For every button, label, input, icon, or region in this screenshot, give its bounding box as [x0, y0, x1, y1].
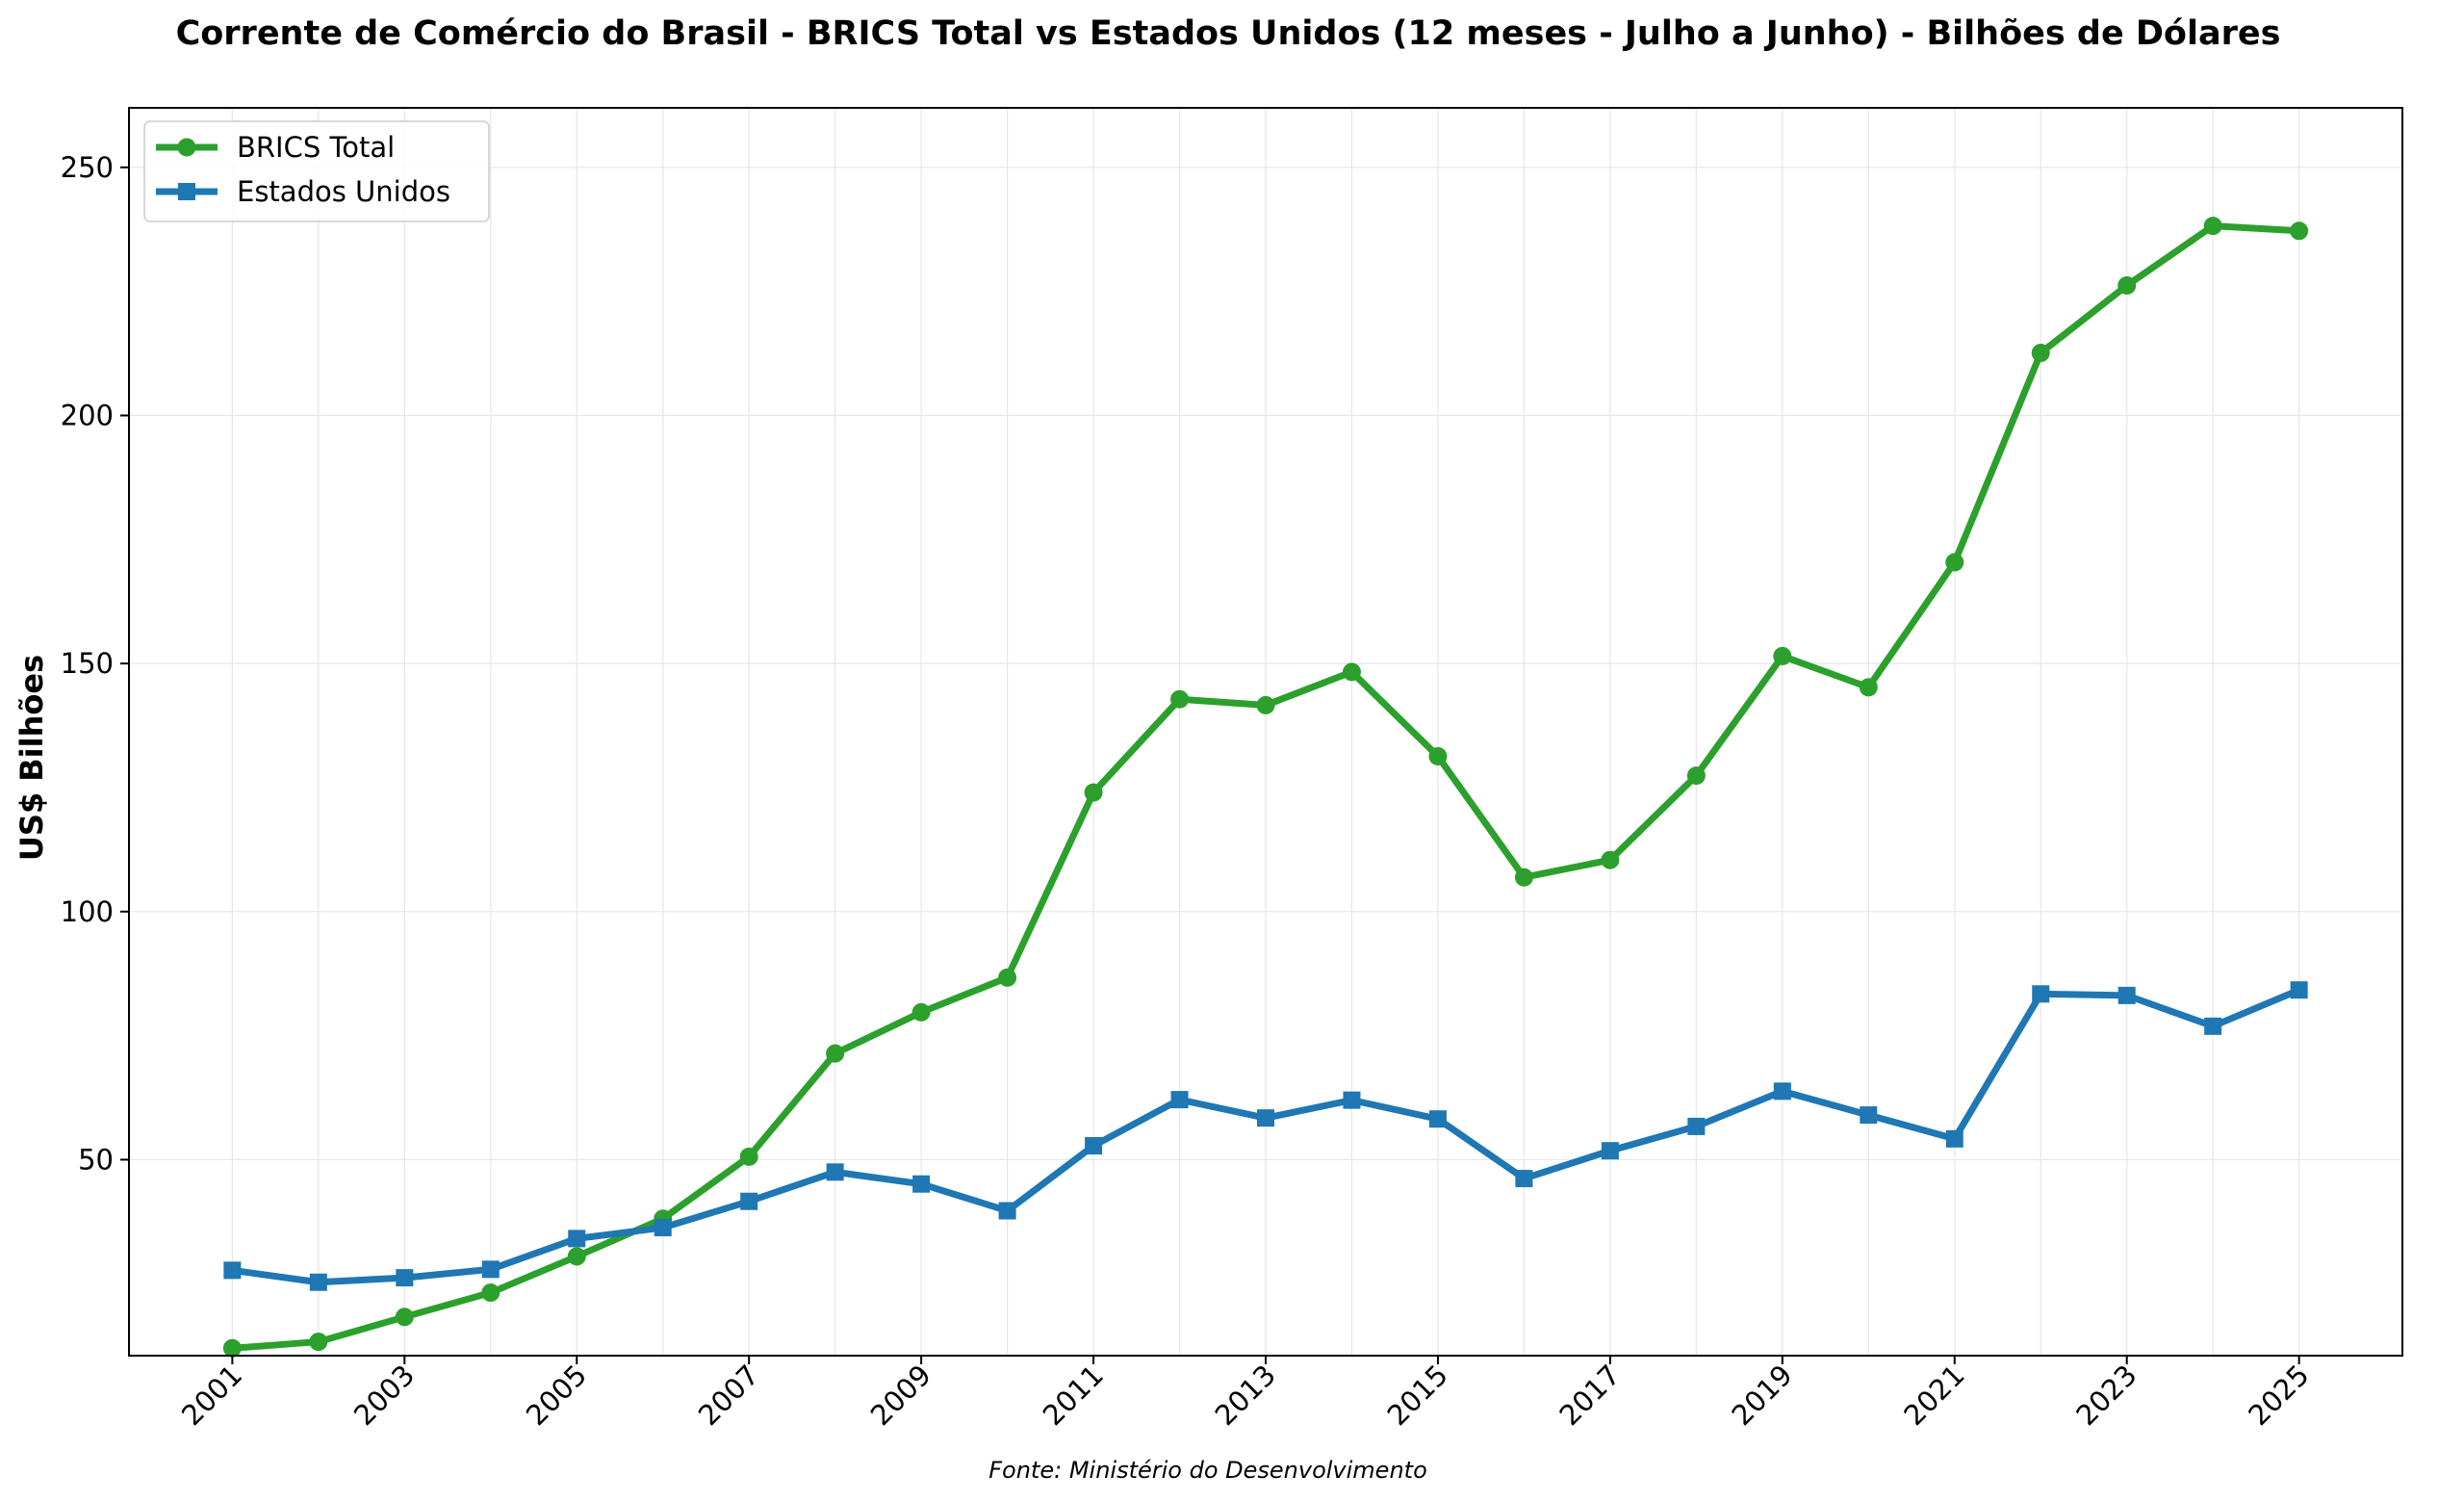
y-axis-label: US$ Bilhões [13, 655, 50, 861]
legend-swatch-marker [177, 138, 196, 157]
data-point-marker [1428, 1110, 1447, 1128]
y-tick-label: 50 [78, 1143, 114, 1176]
data-point-marker [654, 1219, 672, 1237]
x-tick-label: 2021 [1897, 1359, 1970, 1432]
y-tick-label: 150 [61, 647, 114, 680]
y-tick-label: 100 [61, 895, 114, 928]
x-tick-label: 2009 [864, 1359, 937, 1432]
data-point-marker [1773, 1082, 1791, 1101]
data-point-marker [1601, 1142, 1619, 1160]
data-point-marker [1428, 747, 1448, 766]
data-point-marker [2204, 1017, 2222, 1035]
legend-label: Estados Unidos [237, 175, 450, 208]
data-point-marker [396, 1269, 414, 1287]
x-tick-label: 2011 [1037, 1359, 1110, 1432]
data-point-marker [1687, 1117, 1706, 1135]
data-point-marker [2203, 217, 2222, 236]
data-point-marker [2031, 344, 2050, 363]
data-point-marker [309, 1333, 328, 1352]
data-point-marker [1686, 766, 1706, 786]
legend-swatch-marker [178, 183, 195, 200]
x-tick-label: 2007 [692, 1359, 765, 1432]
data-point-marker [481, 1260, 500, 1279]
data-point-marker [2118, 986, 2136, 1004]
data-point-marker [568, 1230, 586, 1248]
x-tick-label: 2023 [2069, 1359, 2143, 1432]
data-point-marker [1945, 553, 1964, 572]
chart-title: Corrente de Comércio do Brasil - BRICS T… [176, 14, 2281, 53]
data-point-marker [1257, 1109, 1274, 1127]
data-point-marker [1343, 1091, 1361, 1109]
data-point-marker [826, 1044, 845, 1063]
x-tick-label: 2001 [175, 1359, 248, 1432]
data-point-marker [1773, 646, 1792, 665]
y-tick-label: 200 [61, 399, 114, 431]
data-point-marker [826, 1163, 844, 1181]
data-point-marker [1170, 1091, 1189, 1109]
data-point-marker [1514, 868, 1533, 887]
data-point-marker [2290, 221, 2309, 241]
data-point-marker [1601, 850, 1620, 869]
x-tick-label: 2025 [2242, 1359, 2315, 1432]
data-point-marker [2118, 275, 2137, 295]
plot-area: 50 100 150 200 250 2001 2003 2005 2007 2009 2011 20… [61, 107, 2403, 1432]
data-point-marker [1945, 1129, 1964, 1148]
data-point-marker [1170, 689, 1190, 709]
data-point-marker [739, 1147, 758, 1166]
data-point-marker [911, 1002, 931, 1022]
data-point-marker [1859, 678, 1878, 697]
data-point-marker [481, 1283, 500, 1303]
data-point-marker [998, 968, 1017, 987]
data-point-marker [222, 1338, 242, 1358]
data-point-marker [567, 1247, 586, 1266]
source-note: Fonte: Ministério do Desenvolvimento [988, 1457, 1427, 1484]
data-point-marker [1342, 662, 1361, 682]
data-point-marker [1860, 1106, 1878, 1125]
data-point-marker [395, 1308, 414, 1327]
data-point-marker [309, 1273, 327, 1291]
legend: BRICS Total Estados Unidos [143, 120, 490, 222]
legend-label: BRICS Total [237, 131, 395, 164]
data-point-marker [740, 1192, 758, 1210]
data-point-marker [2290, 981, 2308, 999]
x-tick-label: 2005 [520, 1359, 593, 1432]
data-point-marker [1256, 695, 1275, 714]
x-tick-label: 2019 [1726, 1359, 1799, 1432]
y-tick-label: 250 [61, 151, 114, 184]
data-point-marker [223, 1261, 242, 1280]
x-tick-label: 2013 [1209, 1359, 1282, 1432]
legend-box [143, 120, 490, 222]
data-point-marker [2032, 985, 2050, 1003]
x-tick-label: 2003 [347, 1359, 421, 1432]
data-point-marker [998, 1202, 1016, 1220]
data-point-marker [1084, 783, 1103, 802]
x-tick-label: 2015 [1381, 1359, 1454, 1432]
x-tick-label: 2017 [1553, 1359, 1627, 1432]
data-point-marker [912, 1175, 931, 1193]
data-point-marker [1085, 1137, 1103, 1155]
data-point-marker [1515, 1170, 1533, 1188]
